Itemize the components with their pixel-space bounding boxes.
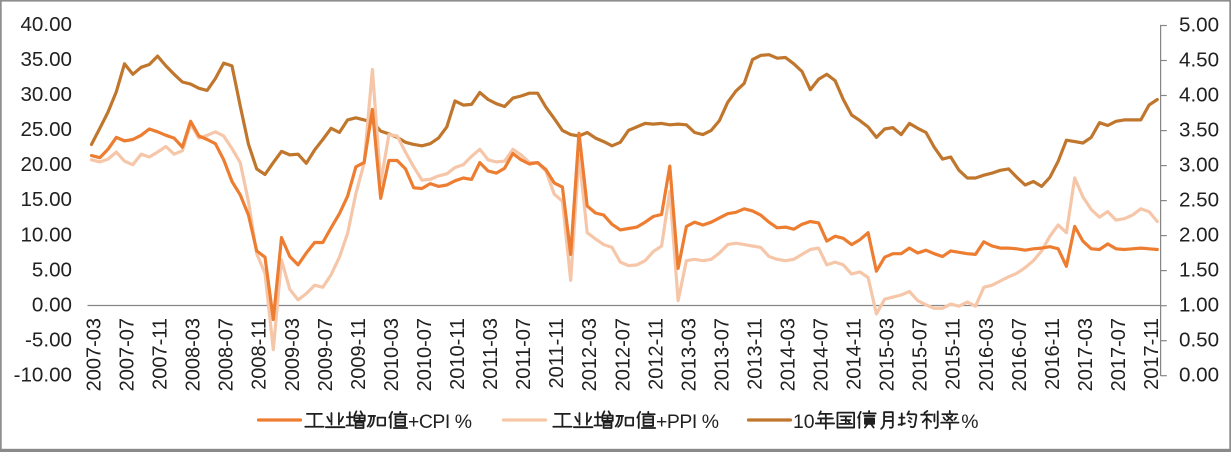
svg-text:10.00: 10.00 bbox=[20, 223, 72, 246]
svg-text:0.00: 0.00 bbox=[32, 293, 72, 316]
svg-text:2014-03: 2014-03 bbox=[778, 318, 800, 391]
svg-text:0.50: 0.50 bbox=[1179, 329, 1219, 352]
svg-text:2017-03: 2017-03 bbox=[1075, 318, 1097, 391]
svg-text:-10.00: -10.00 bbox=[14, 363, 72, 386]
svg-text:1.50: 1.50 bbox=[1179, 258, 1219, 281]
svg-text:0.00: 0.00 bbox=[1179, 364, 1219, 387]
svg-text:2009-07: 2009-07 bbox=[315, 318, 337, 391]
svg-text:3.00: 3.00 bbox=[1179, 153, 1219, 176]
svg-text:5.00: 5.00 bbox=[32, 258, 72, 281]
svg-text:+CPI %: +CPI % bbox=[408, 411, 472, 433]
svg-text:10: 10 bbox=[793, 411, 815, 433]
svg-text:2016-07: 2016-07 bbox=[1009, 318, 1031, 391]
svg-text:2008-07: 2008-07 bbox=[216, 318, 238, 391]
svg-text:2017-11: 2017-11 bbox=[1141, 318, 1163, 390]
svg-text:4.00: 4.00 bbox=[1179, 83, 1219, 106]
svg-text:2008-11: 2008-11 bbox=[249, 318, 271, 390]
svg-text:2009-11: 2009-11 bbox=[348, 318, 370, 390]
svg-text:-5.00: -5.00 bbox=[25, 328, 72, 351]
svg-text:2011-07: 2011-07 bbox=[513, 318, 535, 390]
svg-text:40.00: 40.00 bbox=[20, 13, 72, 36]
svg-text:2.50: 2.50 bbox=[1179, 188, 1219, 211]
svg-text:2007-07: 2007-07 bbox=[117, 318, 139, 391]
svg-text:2007-03: 2007-03 bbox=[84, 318, 106, 391]
svg-text:2015-03: 2015-03 bbox=[877, 318, 899, 391]
svg-text:2007-11: 2007-11 bbox=[150, 318, 172, 390]
svg-text:2011-03: 2011-03 bbox=[480, 318, 502, 390]
svg-text:+PPI %: +PPI % bbox=[656, 411, 719, 433]
svg-text:2014-07: 2014-07 bbox=[811, 318, 833, 391]
svg-text:2012-03: 2012-03 bbox=[579, 318, 601, 391]
svg-text:2015-11: 2015-11 bbox=[943, 318, 965, 390]
svg-text:2016-03: 2016-03 bbox=[976, 318, 998, 391]
svg-text:%: % bbox=[961, 411, 978, 433]
svg-text:1.00: 1.00 bbox=[1179, 294, 1219, 317]
svg-text:2011-11: 2011-11 bbox=[546, 318, 568, 388]
svg-text:2016-11: 2016-11 bbox=[1042, 318, 1064, 390]
svg-text:5.00: 5.00 bbox=[1179, 13, 1219, 36]
svg-text:2009-03: 2009-03 bbox=[282, 318, 304, 391]
svg-text:2013-11: 2013-11 bbox=[745, 318, 767, 390]
svg-text:2017-07: 2017-07 bbox=[1108, 318, 1130, 391]
svg-text:3.50: 3.50 bbox=[1179, 118, 1219, 141]
svg-text:2010-03: 2010-03 bbox=[381, 318, 403, 391]
svg-text:2.00: 2.00 bbox=[1179, 223, 1219, 246]
svg-text:2010-07: 2010-07 bbox=[414, 318, 436, 391]
svg-text:2013-03: 2013-03 bbox=[678, 318, 700, 391]
svg-text:25.00: 25.00 bbox=[20, 118, 72, 141]
svg-text:15.00: 15.00 bbox=[20, 188, 72, 211]
svg-text:35.00: 35.00 bbox=[20, 48, 72, 71]
svg-text:2014-11: 2014-11 bbox=[844, 318, 866, 390]
svg-text:2015-07: 2015-07 bbox=[910, 318, 932, 391]
svg-text:2012-11: 2012-11 bbox=[645, 318, 667, 390]
svg-text:4.50: 4.50 bbox=[1179, 48, 1219, 71]
svg-text:2008-03: 2008-03 bbox=[183, 318, 205, 391]
svg-text:2010-11: 2010-11 bbox=[447, 318, 469, 390]
svg-text:20.00: 20.00 bbox=[20, 153, 72, 176]
svg-text:2012-07: 2012-07 bbox=[612, 318, 634, 391]
svg-text:2013-07: 2013-07 bbox=[711, 318, 733, 391]
svg-text:30.00: 30.00 bbox=[20, 83, 72, 106]
